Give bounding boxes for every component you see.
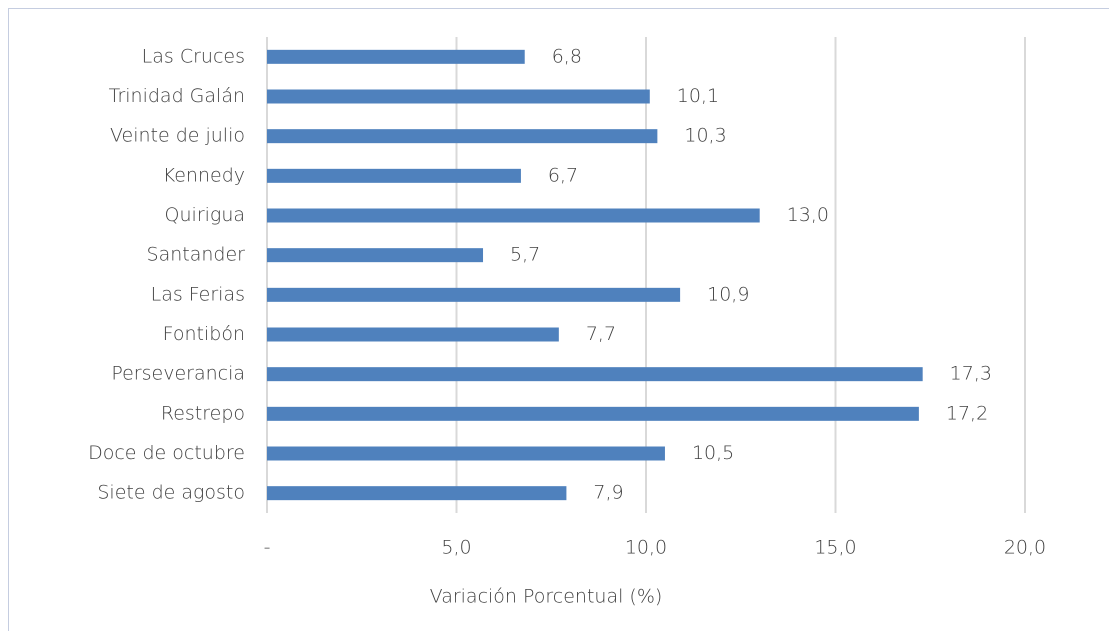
data-label: 13,0 (787, 204, 829, 226)
bar (267, 367, 923, 382)
data-label: 6,7 (548, 164, 578, 186)
data-label: 5,7 (510, 244, 540, 266)
data-label: 10,9 (707, 283, 749, 305)
data-label: 10,5 (692, 442, 734, 464)
y-tick-label: Quirigua (165, 204, 245, 226)
bar (267, 208, 760, 223)
y-tick-label: Doce de octubre (88, 442, 245, 464)
bar (267, 287, 681, 302)
data-label: 7,9 (593, 482, 623, 504)
x-tick-label: 20,0 (1004, 537, 1046, 559)
x-tick-label: 5,0 (441, 537, 471, 559)
y-tick-label: Santander (147, 244, 246, 266)
y-tick-label: Siete de agosto (97, 482, 245, 504)
bar (267, 168, 521, 183)
bar (267, 248, 484, 263)
data-label: 7,7 (586, 323, 616, 345)
data-label: 17,3 (950, 363, 992, 385)
y-tick-label: Perseverancia (111, 363, 245, 385)
bar (267, 129, 658, 144)
data-label: 17,2 (946, 402, 988, 424)
x-axis-title: Variación Porcentual (%) (430, 586, 663, 608)
y-tick-label: Trinidad Galán (109, 85, 245, 107)
y-tick-label: Kennedy (163, 164, 245, 186)
bar (267, 486, 567, 501)
y-tick-label: Veinte de julio (110, 125, 245, 147)
y-tick-label: Las Ferias (151, 283, 245, 305)
x-tick-label: 10,0 (625, 537, 667, 559)
y-tick-label: Restrepo (161, 402, 245, 424)
y-tick-label: Fontibón (163, 323, 245, 345)
bar (267, 327, 559, 342)
bar (267, 406, 919, 421)
x-tick-label: 15,0 (814, 537, 856, 559)
data-label: 10,3 (684, 125, 726, 147)
data-label: 10,1 (677, 85, 719, 107)
bar (267, 446, 665, 461)
data-label: 6,8 (552, 45, 582, 67)
y-tick-label: Las Cruces (142, 45, 245, 67)
x-tick-label: - (264, 537, 271, 559)
chart-border (8, 8, 1109, 631)
bar (267, 89, 650, 104)
bar (267, 49, 525, 64)
